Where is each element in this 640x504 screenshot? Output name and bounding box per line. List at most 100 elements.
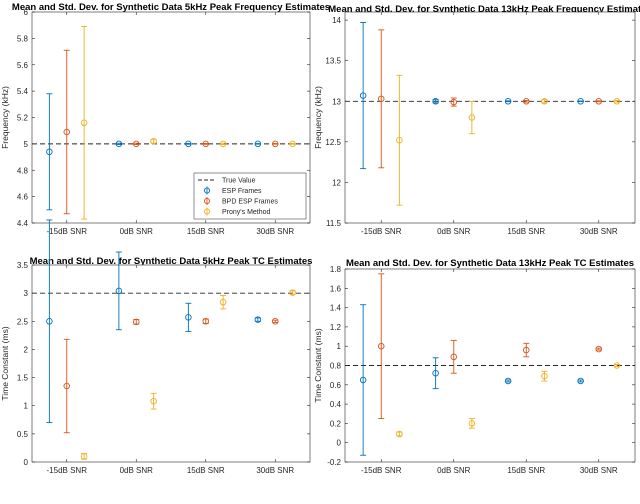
x-tick-label: -15dB SNR (47, 466, 88, 475)
y-tick-label: 4.8 (17, 166, 29, 175)
y-axis-label: Frequency (kHz) (313, 86, 323, 149)
y-tick-label: 3 (24, 289, 29, 298)
bpd-mean-marker (523, 98, 530, 105)
x-tick-label: 15dB SNR (507, 227, 545, 236)
y-tick-label: 13.5 (325, 57, 341, 66)
y-tick-label: 5.2 (17, 114, 29, 123)
legend-swatch-marker (203, 197, 211, 205)
bpd-mean-marker (595, 98, 603, 105)
y-axis-label: Time Constant (ms) (313, 328, 323, 402)
y-tick-label: 0.8 (330, 362, 342, 371)
x-tick-label: 0dB SNR (120, 227, 154, 236)
y-tick-label: 0 (24, 458, 29, 467)
bpd-mean-marker (523, 346, 530, 354)
bpd-mean-marker (202, 140, 209, 148)
y-tick-label: 2 (24, 345, 29, 354)
x-tick-label: 0dB SNR (437, 227, 471, 236)
y-tick-label: 5.4 (17, 87, 29, 96)
legend-entry-label: ESP Frames (222, 188, 262, 195)
legend: True Value ESP Frames BPD ESP Frames Prony'… (193, 172, 307, 220)
x-tick-label: -15dB SNR (47, 227, 88, 236)
esp-mean-marker (254, 316, 262, 323)
chart-panel-3: Mean and Std. Dev. for Synthetic Data 5k… (0, 219, 313, 475)
y-tick-label: 12.5 (325, 138, 341, 147)
chart-title: Mean and Std. Dev. for Synthetic Data 13… (328, 4, 640, 15)
plot-area (31, 264, 311, 463)
esp-mean-marker (46, 148, 53, 156)
chart-panel-2: Mean and Std. Dev. for Synthetic Data 13… (313, 4, 640, 236)
esp-mean-marker (432, 369, 439, 377)
y-tick-label: 4.6 (17, 193, 29, 202)
y-tick-label: 1 (24, 402, 29, 411)
prony-mean-marker (541, 372, 548, 380)
chart-panel-4: Mean and Std. Dev. for Synthetic Data 13… (313, 258, 636, 475)
prony-mean-marker (396, 136, 403, 144)
bpd-mean-marker (450, 98, 458, 106)
prony-mean-marker (613, 98, 621, 105)
esp-mean-marker (46, 318, 53, 325)
bpd-mean-marker (132, 140, 140, 148)
y-tick-label: 12 (332, 178, 341, 187)
y-tick-label: 1.6 (330, 284, 342, 293)
legend-entry-label: BPD ESP Frames (222, 199, 278, 206)
y-tick-label: 0.6 (330, 381, 342, 390)
y-tick-label: 0 (337, 439, 342, 448)
y-tick-label: 1.5 (17, 374, 29, 383)
esp-mean-marker (577, 377, 584, 385)
x-tick-label: 15dB SNR (187, 466, 225, 475)
legend-box (193, 172, 307, 220)
y-tick-label: 14 (332, 16, 341, 25)
chart-title: Mean and Std. Dev. for Synthetic Data 5k… (12, 2, 330, 13)
legend-entry-label: True Value (222, 178, 256, 185)
esp-mean-marker (432, 98, 439, 105)
y-tick-label: -0.2 (327, 458, 341, 467)
bpd-mean-marker (132, 318, 140, 326)
esp-mean-marker (359, 376, 367, 384)
esp-mean-marker (504, 98, 512, 105)
bpd-mean-marker (272, 318, 279, 325)
y-tick-label: 3.5 (17, 261, 29, 270)
esp-mean-marker (185, 314, 192, 321)
legend-swatch-marker (203, 208, 211, 215)
x-tick-label: 15dB SNR (507, 466, 545, 475)
x-tick-label: 30dB SNR (580, 227, 618, 236)
esp-mean-marker (359, 92, 367, 99)
esp-mean-marker (254, 140, 262, 148)
y-tick-label: 6 (24, 8, 29, 17)
y-tick-label: 13 (332, 97, 341, 106)
prony-mean-marker (80, 119, 88, 127)
x-tick-label: 30dB SNR (256, 227, 294, 236)
chart-panel-1: Mean and Std. Dev. for Synthetic Data 5k… (0, 2, 330, 236)
y-tick-label: 11.5 (326, 219, 342, 228)
prony-mean-marker (396, 430, 403, 438)
x-tick-label: 15dB SNR (187, 227, 225, 236)
y-tick-label: 1 (337, 342, 342, 351)
prony-mean-marker (613, 362, 621, 369)
plot-area (344, 11, 636, 224)
esp-mean-marker (577, 98, 584, 105)
esp-mean-marker (185, 140, 192, 148)
y-tick-label: 5 (24, 140, 29, 149)
y-tick-label: 5.6 (17, 61, 29, 70)
y-tick-label: 2.5 (17, 317, 29, 326)
prony-mean-marker (150, 397, 157, 405)
bpd-mean-marker (63, 382, 71, 390)
esp-mean-marker (115, 140, 123, 148)
bpd-mean-marker (63, 128, 71, 136)
prony-mean-marker (219, 298, 227, 306)
legend-swatch-marker (203, 187, 211, 194)
y-tick-label: 0.2 (330, 419, 342, 428)
prony-mean-marker (289, 140, 296, 148)
bpd-mean-marker (450, 353, 458, 361)
y-tick-label: 4.4 (17, 219, 29, 228)
y-tick-label: 1.4 (330, 304, 342, 313)
chart-title: Mean and Std. Dev. for Synthetic Data 5k… (30, 256, 313, 267)
prony-mean-marker (541, 98, 548, 105)
y-tick-label: 5.8 (17, 34, 29, 43)
y-axis-label: Time Constant (ms) (0, 326, 10, 400)
y-tick-label: 0.4 (330, 400, 342, 409)
prony-mean-marker (289, 289, 296, 296)
prony-mean-marker (468, 420, 476, 427)
bpd-mean-marker (378, 342, 385, 350)
